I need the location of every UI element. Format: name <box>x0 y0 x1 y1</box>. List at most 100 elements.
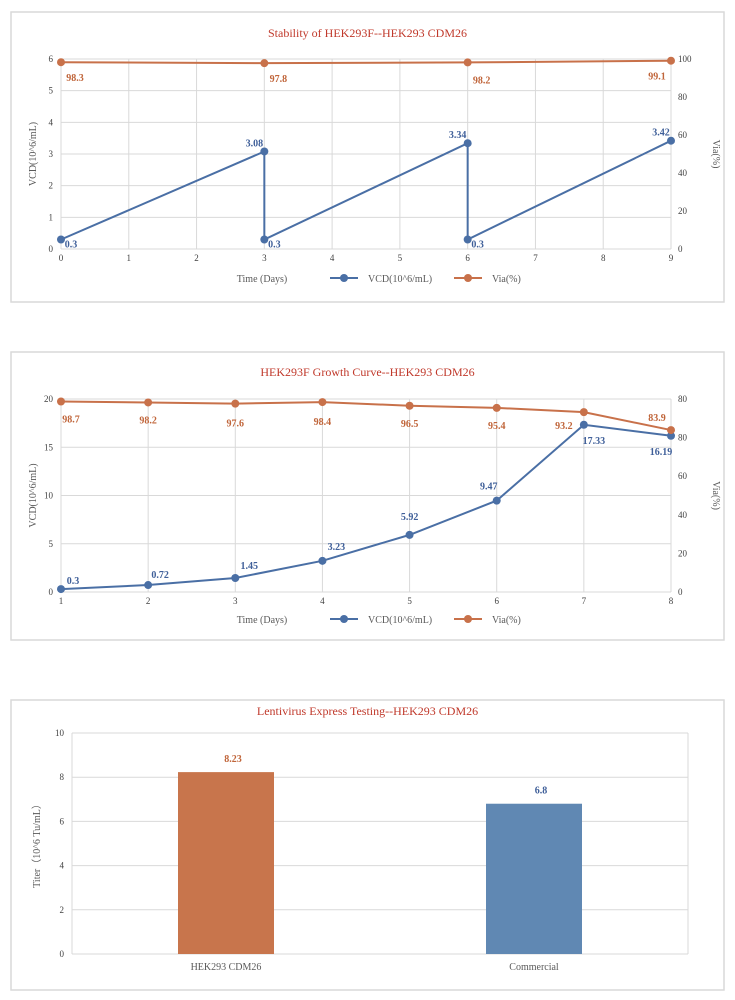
data-label: 3.23 <box>328 542 346 553</box>
y-tick-label: 2 <box>49 181 54 191</box>
y2-axis-title: Via(%) <box>710 140 721 169</box>
y2-tick-label: 0 <box>678 244 683 254</box>
legend-marker <box>340 615 348 623</box>
x-tick-label: 1 <box>59 596 64 606</box>
x-tick-label: 3 <box>233 596 238 606</box>
data-point-via <box>463 58 472 67</box>
x-category-label: Commercial <box>509 962 559 973</box>
data-label: 98.7 <box>62 415 80 426</box>
data-point-via <box>492 403 501 412</box>
legend-marker <box>464 274 472 282</box>
chart-title: Lentivirus Express Testing--HEK293 CDM26 <box>257 704 478 718</box>
data-label: 98.2 <box>473 75 491 86</box>
data-label: 1.45 <box>241 561 259 572</box>
x-tick-label: 2 <box>146 596 151 606</box>
y2-tick-label: 40 <box>678 168 688 178</box>
data-label: 17.33 <box>583 436 606 447</box>
data-point-vcd <box>667 431 675 440</box>
y-tick-label: 4 <box>49 117 54 127</box>
data-point-vcd <box>57 585 65 594</box>
data-point-vcd <box>579 420 588 429</box>
data-point-via <box>57 58 65 67</box>
y-tick-label: 3 <box>49 149 54 159</box>
x-axis-title: Time (Days) <box>237 274 287 285</box>
y-tick-label: 1 <box>49 212 54 222</box>
y-tick-label: 20 <box>44 394 54 404</box>
x-category-label: HEK293 CDM26 <box>191 962 262 973</box>
series-line-vcd <box>60 139 672 242</box>
y2-tick-label: 0 <box>678 587 683 597</box>
y2-tick-label: 60 <box>678 471 688 481</box>
y-tick-label: 5 <box>49 86 54 96</box>
data-label: 3.42 <box>652 128 670 139</box>
x-tick-label: 4 <box>330 253 335 263</box>
bar <box>178 772 274 954</box>
x-tick-label: 8 <box>601 253 606 263</box>
y2-tick-label: 80 <box>678 92 688 102</box>
bar-value-label: 8.23 <box>224 754 242 765</box>
data-label: 99.1 <box>648 72 666 83</box>
bar-value-label: 6.8 <box>535 786 548 797</box>
data-point-via <box>144 398 153 407</box>
data-point-vcd <box>492 496 501 505</box>
bar <box>486 803 582 954</box>
data-label: 96.5 <box>401 419 419 430</box>
data-label: 16.19 <box>650 447 673 458</box>
y-tick-label: 6 <box>49 54 54 64</box>
y-tick-label: 10 <box>55 728 65 738</box>
x-tick-label: 4 <box>320 596 325 606</box>
legend-label: Via(%) <box>492 615 521 626</box>
y-axis-title: VCD(10^6/mL) <box>28 122 39 186</box>
x-tick-label: 1 <box>127 253 132 263</box>
data-label: 95.4 <box>488 421 506 432</box>
y2-tick-label: 20 <box>678 548 688 558</box>
y2-tick-label: 40 <box>678 510 688 520</box>
legend-label: VCD(10^6/mL) <box>368 615 432 626</box>
data-label: 93.2 <box>555 421 573 432</box>
data-label: 0.72 <box>151 570 169 581</box>
data-point-via <box>318 398 327 407</box>
data-label: 0.3 <box>67 576 80 587</box>
y-tick-label: 8 <box>60 772 65 782</box>
data-point-via <box>231 399 240 408</box>
data-point-vcd <box>231 574 240 583</box>
data-label: 9.47 <box>480 482 498 493</box>
data-label: 0.3 <box>471 240 484 251</box>
x-tick-label: 7 <box>533 253 538 263</box>
y-tick-label: 0 <box>49 587 54 597</box>
x-tick-label: 3 <box>262 253 267 263</box>
y2-tick-label: 20 <box>678 206 688 216</box>
chart-frame <box>10 11 725 303</box>
y-tick-label: 2 <box>60 905 65 915</box>
legend-marker <box>464 615 472 623</box>
data-point-vcd <box>463 139 472 148</box>
legend-marker <box>340 274 348 282</box>
y2-tick-label: 60 <box>678 130 688 140</box>
data-point-vcd <box>405 530 414 539</box>
data-label: 0.3 <box>268 240 281 251</box>
data-label: 3.34 <box>449 130 467 141</box>
x-tick-label: 7 <box>582 596 587 606</box>
y-tick-label: 0 <box>49 244 54 254</box>
x-tick-label: 6 <box>494 596 499 606</box>
y2-tick-label: 80 <box>678 433 688 443</box>
y-tick-label: 6 <box>60 816 65 826</box>
data-point-via <box>667 56 675 65</box>
data-point-via <box>260 59 269 68</box>
y-tick-label: 4 <box>60 861 65 871</box>
data-point-vcd <box>667 136 675 145</box>
y2-tick-label: 80 <box>678 394 688 404</box>
data-label: 3.08 <box>246 138 264 149</box>
data-label: 5.92 <box>401 512 419 523</box>
data-point-via <box>57 397 65 406</box>
legend-label: VCD(10^6/mL) <box>368 274 432 285</box>
x-tick-label: 5 <box>398 253 403 263</box>
chart-frame <box>10 699 725 991</box>
legend-label: Via(%) <box>492 274 521 285</box>
data-point-vcd <box>57 235 65 244</box>
y-axis-title: Titer（10^6 Tu/mL） <box>31 799 43 888</box>
series-line-via <box>60 400 672 432</box>
x-tick-label: 2 <box>194 253 199 263</box>
data-label: 98.3 <box>66 73 84 84</box>
